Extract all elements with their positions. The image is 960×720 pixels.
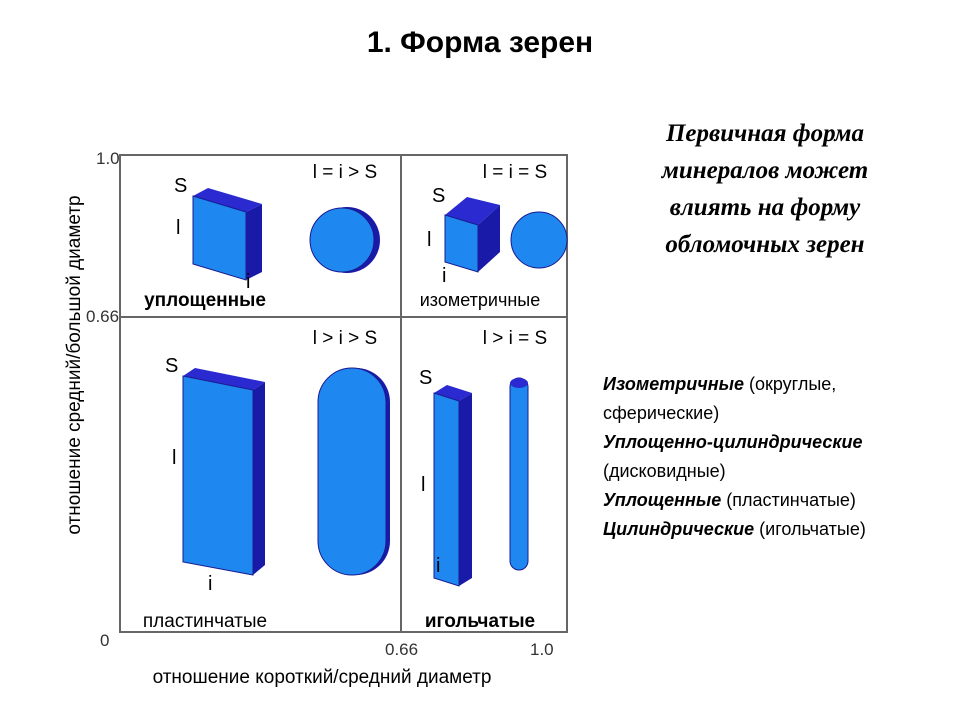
shape-name: изометричные [420, 290, 540, 310]
dim-letter: i [208, 573, 212, 595]
prism-front [192, 195, 247, 281]
capsule [317, 367, 387, 576]
prism-top [193, 188, 262, 212]
dim-letter: S [165, 355, 178, 377]
class-term: Уплощенно-цилиндрические [603, 432, 863, 452]
x-label: отношение короткий/средний диаметр [153, 667, 492, 688]
frame [119, 154, 568, 633]
relation: l = i = S [483, 162, 547, 183]
prism-side [253, 382, 265, 575]
y-tick-label: 0.66 [86, 307, 119, 326]
sphere [510, 211, 568, 269]
class-item: Цилиндрические (игольчатые) [603, 515, 933, 544]
dim-letter: i [436, 555, 440, 577]
shape-name: игольчатые [425, 611, 535, 632]
note-line: Первичная форма [665, 120, 865, 147]
dim-letter: S [432, 185, 445, 207]
cube-side [478, 205, 500, 272]
cube-front [444, 214, 479, 273]
class-list: Изометричные (округлые, сферические) Упл… [603, 370, 933, 544]
note-line: влиять на форму [669, 194, 861, 221]
dim-letter: i [442, 265, 446, 287]
y-tick-label: 1.0 [96, 149, 120, 168]
class-term: Изометричные [603, 374, 744, 394]
prism-side [246, 204, 262, 280]
note-line: минералов может [661, 157, 869, 184]
prism-top [434, 385, 472, 401]
note: Первичная форма минералов может влиять н… [610, 115, 920, 263]
dim-letter: S [419, 367, 432, 389]
relation: l > i > S [313, 328, 377, 349]
title: 1. Форма зерен [366, 26, 594, 59]
dim-letter: S [174, 175, 187, 197]
class-desc: (пластинчатые) [721, 490, 856, 510]
class-term: Цилиндрические [603, 519, 755, 539]
shape-name: пластинчатые [143, 611, 267, 632]
dim-letter: l [172, 447, 176, 469]
class-desc: (округлые, сферические) [603, 374, 837, 423]
dim-letter: i [246, 271, 250, 293]
note-line: обломочных зерен [665, 231, 865, 258]
relation: l = i > S [313, 162, 377, 183]
cylinder-top [510, 378, 528, 388]
prism-front [433, 392, 460, 587]
class-item: Изометричные (округлые, сферические) [603, 370, 933, 428]
class-item: Уплощенно-цилиндрические (дисковидные) [603, 428, 933, 486]
disk [309, 207, 375, 273]
prism-front [182, 375, 254, 576]
prism-top [183, 368, 265, 390]
shape-name: уплощенные [144, 290, 266, 311]
class-desc: (дисковидные) [603, 461, 726, 481]
dim-letter: l [176, 217, 180, 239]
cylinder [509, 377, 529, 571]
class-desc: (игольчатые) [754, 519, 866, 539]
class-item: Уплощенные (пластинчатые) [603, 486, 933, 515]
class-term: Уплощенные [603, 490, 722, 510]
y-label: отношение средний/большой диаметр [64, 195, 85, 534]
diagram: отношение средний/большой диаметр отноше… [64, 149, 568, 688]
y-tick-label: 0 [100, 631, 109, 650]
x-tick-label: 0.66 [385, 640, 418, 659]
prism-side [459, 393, 472, 586]
dim-letter: l [427, 229, 431, 251]
cube-top [445, 197, 500, 225]
relation: l > i = S [483, 328, 547, 349]
x-tick-label: 1.0 [530, 640, 554, 659]
dim-letter: l [421, 474, 425, 496]
